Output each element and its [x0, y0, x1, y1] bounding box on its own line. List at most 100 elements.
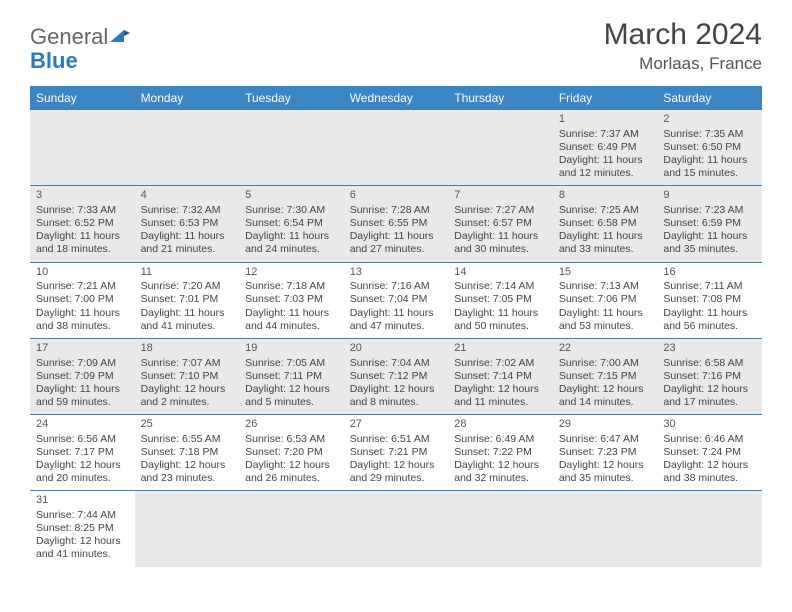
calendar-day: 17Sunrise: 7:09 AMSunset: 7:09 PMDayligh…: [30, 338, 135, 414]
daylight-text: Daylight: 12 hours: [663, 459, 756, 472]
daylight-text: and 41 minutes.: [36, 548, 129, 561]
daylight-text: Daylight: 11 hours: [245, 307, 338, 320]
day-number: 10: [36, 266, 129, 280]
sunset-text: Sunset: 7:14 PM: [454, 370, 547, 383]
day-number: 24: [36, 418, 129, 432]
sunset-text: Sunset: 7:24 PM: [663, 446, 756, 459]
calendar-day: 20Sunrise: 7:04 AMSunset: 7:12 PMDayligh…: [344, 338, 449, 414]
daylight-text: and 44 minutes.: [245, 320, 338, 333]
sunrise-text: Sunrise: 7:09 AM: [36, 357, 129, 370]
calendar-empty: [448, 491, 553, 567]
calendar-week: 10Sunrise: 7:21 AMSunset: 7:00 PMDayligh…: [30, 262, 762, 338]
daylight-text: and 12 minutes.: [559, 167, 652, 180]
sunrise-text: Sunrise: 6:49 AM: [454, 433, 547, 446]
month-year: March 2024: [604, 18, 762, 52]
sunrise-text: Sunrise: 7:00 AM: [559, 357, 652, 370]
sunset-text: Sunset: 6:52 PM: [36, 217, 129, 230]
logo-text-general: General: [30, 24, 108, 50]
sunset-text: Sunset: 7:17 PM: [36, 446, 129, 459]
day-number: 22: [559, 342, 652, 356]
daylight-text: Daylight: 12 hours: [559, 383, 652, 396]
daylight-text: and 50 minutes.: [454, 320, 547, 333]
sunrise-text: Sunrise: 7:18 AM: [245, 280, 338, 293]
sunset-text: Sunset: 7:08 PM: [663, 293, 756, 306]
day-header: Wednesday: [344, 86, 449, 110]
sunrise-text: Sunrise: 6:46 AM: [663, 433, 756, 446]
sunrise-text: Sunrise: 6:53 AM: [245, 433, 338, 446]
calendar-day: 30Sunrise: 6:46 AMSunset: 7:24 PMDayligh…: [657, 415, 762, 491]
day-number: 3: [36, 189, 129, 203]
sunrise-text: Sunrise: 7:02 AM: [454, 357, 547, 370]
day-number: 7: [454, 189, 547, 203]
daylight-text: Daylight: 12 hours: [245, 383, 338, 396]
day-number: 30: [663, 418, 756, 432]
sunrise-text: Sunrise: 7:44 AM: [36, 509, 129, 522]
daylight-text: Daylight: 11 hours: [350, 230, 443, 243]
sunrise-text: Sunrise: 7:16 AM: [350, 280, 443, 293]
sunrise-text: Sunrise: 7:04 AM: [350, 357, 443, 370]
daylight-text: and 53 minutes.: [559, 320, 652, 333]
daylight-text: and 35 minutes.: [663, 243, 756, 256]
sunset-text: Sunset: 6:54 PM: [245, 217, 338, 230]
calendar-day: 1Sunrise: 7:37 AMSunset: 6:49 PMDaylight…: [553, 110, 658, 186]
calendar-empty: [135, 110, 240, 186]
calendar-day: 15Sunrise: 7:13 AMSunset: 7:06 PMDayligh…: [553, 262, 658, 338]
calendar-week: 24Sunrise: 6:56 AMSunset: 7:17 PM Dayligh…: [30, 415, 762, 491]
sunrise-text: Sunrise: 7:37 AM: [559, 128, 652, 141]
day-number: 21: [454, 342, 547, 356]
daylight-text: and 32 minutes.: [454, 472, 547, 485]
calendar-empty: [344, 491, 449, 567]
daylight-text: and 11 minutes.: [454, 396, 547, 409]
calendar-day: 21Sunrise: 7:02 AMSunset: 7:14 PMDayligh…: [448, 338, 553, 414]
daylight-text: Daylight: 11 hours: [245, 230, 338, 243]
sunrise-text: Sunrise: 6:56 AM: [36, 433, 129, 446]
day-header: Thursday: [448, 86, 553, 110]
day-header: Tuesday: [239, 86, 344, 110]
sunrise-text: Sunrise: 7:30 AM: [245, 204, 338, 217]
calendar-day: 16Sunrise: 7:11 AMSunset: 7:08 PMDayligh…: [657, 262, 762, 338]
daylight-text: Daylight: 12 hours: [245, 459, 338, 472]
day-number: 4: [141, 189, 234, 203]
day-number: 6: [350, 189, 443, 203]
day-header: Sunday: [30, 86, 135, 110]
sunset-text: Sunset: 6:57 PM: [454, 217, 547, 230]
daylight-text: and 47 minutes.: [350, 320, 443, 333]
calendar-table: SundayMondayTuesdayWednesdayThursdayFrid…: [30, 86, 762, 567]
daylight-text: and 56 minutes.: [663, 320, 756, 333]
calendar-empty: [448, 110, 553, 186]
sunset-text: Sunset: 7:21 PM: [350, 446, 443, 459]
logo: General: [30, 24, 130, 50]
daylight-text: Daylight: 11 hours: [36, 383, 129, 396]
day-number: 19: [245, 342, 338, 356]
daylight-text: and 21 minutes.: [141, 243, 234, 256]
daylight-text: and 35 minutes.: [559, 472, 652, 485]
day-number: 20: [350, 342, 443, 356]
daylight-text: and 20 minutes.: [36, 472, 129, 485]
daylight-text: Daylight: 11 hours: [559, 154, 652, 167]
daylight-text: Daylight: 12 hours: [350, 383, 443, 396]
day-number: 15: [559, 266, 652, 280]
calendar-day: 5Sunrise: 7:30 AMSunset: 6:54 PMDaylight…: [239, 186, 344, 262]
daylight-text: and 30 minutes.: [454, 243, 547, 256]
daylight-text: Daylight: 12 hours: [36, 535, 129, 548]
calendar-week: 31Sunrise: 7:44 AMSunset: 8:25 PMDayligh…: [30, 491, 762, 567]
sunset-text: Sunset: 7:18 PM: [141, 446, 234, 459]
calendar-empty: [239, 110, 344, 186]
calendar-empty: [344, 110, 449, 186]
daylight-text: and 17 minutes.: [663, 396, 756, 409]
daylight-text: and 5 minutes.: [245, 396, 338, 409]
day-number: 14: [454, 266, 547, 280]
daylight-text: Daylight: 12 hours: [663, 383, 756, 396]
sunset-text: Sunset: 7:12 PM: [350, 370, 443, 383]
location: Morlaas, France: [604, 54, 762, 74]
calendar-day: 31Sunrise: 7:44 AMSunset: 8:25 PMDayligh…: [30, 491, 135, 567]
daylight-text: Daylight: 12 hours: [454, 383, 547, 396]
daylight-text: Daylight: 12 hours: [141, 383, 234, 396]
daylight-text: and 41 minutes.: [141, 320, 234, 333]
calendar-day: 13Sunrise: 7:16 AMSunset: 7:04 PMDayligh…: [344, 262, 449, 338]
sunset-text: Sunset: 6:49 PM: [559, 141, 652, 154]
sunset-text: Sunset: 7:23 PM: [559, 446, 652, 459]
daylight-text: Daylight: 11 hours: [454, 307, 547, 320]
daylight-text: Daylight: 12 hours: [559, 459, 652, 472]
sunrise-text: Sunrise: 7:32 AM: [141, 204, 234, 217]
